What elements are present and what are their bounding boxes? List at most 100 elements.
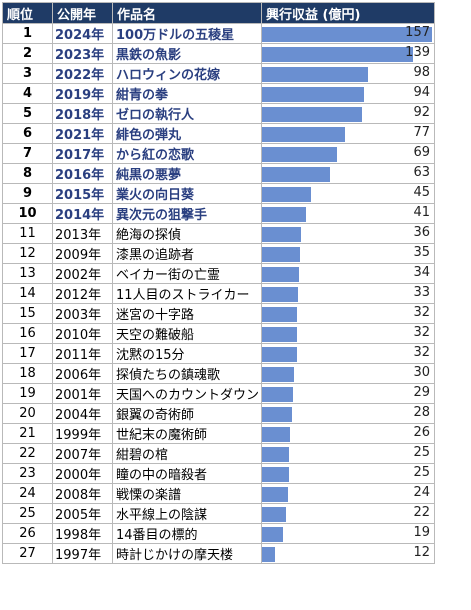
rank-cell: 17 [2,343,53,364]
revenue-value-label: 41 [413,205,430,220]
revenue-value-label: 33 [413,285,430,300]
rank-cell: 11 [2,223,53,244]
revenue-cell: 22 [261,503,435,524]
rank-cell: 16 [2,323,53,344]
title-cell: 時計じかけの摩天楼 [112,543,262,564]
revenue-bar [262,107,362,122]
table-row: 2 2023年 黒鉄の魚影 139 [2,43,435,64]
revenue-cell: 28 [261,403,435,424]
header-row: 順位 公開年 作品名 興行収益 (億円) [2,2,435,24]
revenue-cell: 32 [261,323,435,344]
revenue-cell: 19 [261,523,435,544]
revenue-value-label: 92 [413,105,430,120]
year-cell: 1998年 [52,523,113,544]
revenue-value-label: 12 [413,545,430,560]
revenue-value-label: 45 [413,185,430,200]
title-cell: 緋色の弾丸 [112,123,262,144]
revenue-cell: 157 [261,23,435,44]
revenue-bar [262,47,413,62]
rank-cell: 6 [2,123,53,144]
rank-cell: 25 [2,503,53,524]
revenue-bar [262,127,345,142]
table-row: 10 2014年 異次元の狙撃手 41 [2,203,435,224]
revenue-value-label: 36 [413,225,430,240]
revenue-cell: 26 [261,423,435,444]
year-cell: 2012年 [52,283,113,304]
table-row: 4 2019年 紺青の拳 94 [2,83,435,104]
title-cell: 業火の向日葵 [112,183,262,204]
header-year: 公開年 [52,2,113,24]
revenue-cell: 69 [261,143,435,164]
revenue-value-label: 32 [413,305,430,320]
rank-cell: 1 [2,23,53,44]
revenue-cell: 45 [261,183,435,204]
title-cell: 紺青の拳 [112,83,262,104]
revenue-value-label: 25 [413,445,430,460]
title-cell: 戦慄の楽譜 [112,483,262,504]
revenue-bar [262,187,311,202]
table-row: 9 2015年 業火の向日葵 45 [2,183,435,204]
revenue-value-label: 22 [413,505,430,520]
revenue-bar [262,527,283,542]
year-cell: 2010年 [52,323,113,344]
revenue-bar [262,507,286,522]
title-cell: 天国へのカウントダウン [112,383,262,404]
year-cell: 2004年 [52,403,113,424]
table-row: 23 2000年 瞳の中の暗殺者 25 [2,463,435,484]
year-cell: 2002年 [52,263,113,284]
table-row: 5 2018年 ゼロの執行人 92 [2,103,435,124]
year-cell: 2024年 [52,23,113,44]
revenue-bar [262,27,432,42]
table-row: 19 2001年 天国へのカウントダウン 29 [2,383,435,404]
revenue-bar [262,547,275,562]
title-cell: ゼロの執行人 [112,103,262,124]
table-row: 24 2008年 戦慄の楽譜 24 [2,483,435,504]
revenue-cell: 77 [261,123,435,144]
revenue-bar [262,387,293,402]
revenue-value-label: 77 [413,125,430,140]
title-cell: 探偵たちの鎮魂歌 [112,363,262,384]
rank-cell: 27 [2,543,53,564]
year-cell: 2007年 [52,443,113,464]
table-body: 1 2024年 100万ドルの五稜星 157 2 2023年 黒鉄の魚影 139 3 2022年ハ… [2,23,435,564]
revenue-bar [262,307,297,322]
revenue-bar [262,207,306,222]
year-cell: 2014年 [52,203,113,224]
title-cell: 100万ドルの五稜星 [112,23,262,44]
table-row: 25 2005年 水平線上の陰謀 22 [2,503,435,524]
revenue-value-label: 29 [413,385,430,400]
title-cell: 水平線上の陰謀 [112,503,262,524]
revenue-value-label: 35 [413,245,430,260]
title-cell: 紺碧の棺 [112,443,262,464]
revenue-value-label: 26 [413,425,430,440]
header-title: 作品名 [112,2,262,24]
revenue-value-label: 98 [413,65,430,80]
table-row: 3 2022年 ハロウィンの花嫁 98 [2,63,435,84]
revenue-cell: 98 [261,63,435,84]
rank-cell: 19 [2,383,53,404]
title-cell: 漆黒の追跡者 [112,243,262,264]
year-cell: 2018年 [52,103,113,124]
revenue-value-label: 69 [413,145,430,160]
table-row: 17 2011年 沈黙の15分 32 [2,343,435,364]
table-row: 6 2021年 緋色の弾丸 77 [2,123,435,144]
revenue-cell: 12 [261,543,435,564]
rank-cell: 9 [2,183,53,204]
year-cell: 2001年 [52,383,113,404]
box-office-ranking-table: 順位 公開年 作品名 興行収益 (億円) 1 2024年 100万ドルの五稜星 157… [2,2,435,564]
revenue-bar [262,327,297,342]
revenue-cell: 25 [261,463,435,484]
revenue-cell: 32 [261,343,435,364]
year-cell: 2015年 [52,183,113,204]
revenue-value-label: 19 [413,525,430,540]
revenue-bar [262,447,289,462]
revenue-cell: 139 [261,43,435,64]
revenue-bar [262,67,368,82]
title-cell: ハロウィンの花嫁 [112,63,262,84]
table-row: 21 1999年 世紀末の魔術師 26 [2,423,435,444]
table-row: 26 1998年 14番目の標的 19 [2,523,435,544]
revenue-bar [262,147,337,162]
revenue-bar [262,247,300,262]
revenue-value-label: 63 [413,165,430,180]
title-cell: 天空の難破船 [112,323,262,344]
